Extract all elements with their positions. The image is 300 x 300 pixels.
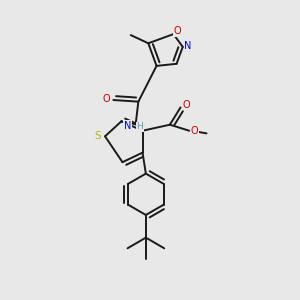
Text: O: O [191, 126, 198, 136]
Text: O: O [174, 26, 181, 36]
Text: N: N [124, 121, 131, 131]
Text: H: H [136, 122, 143, 131]
Text: O: O [183, 100, 190, 110]
Text: S: S [94, 131, 101, 141]
Text: O: O [102, 94, 110, 104]
Text: N: N [184, 41, 192, 51]
